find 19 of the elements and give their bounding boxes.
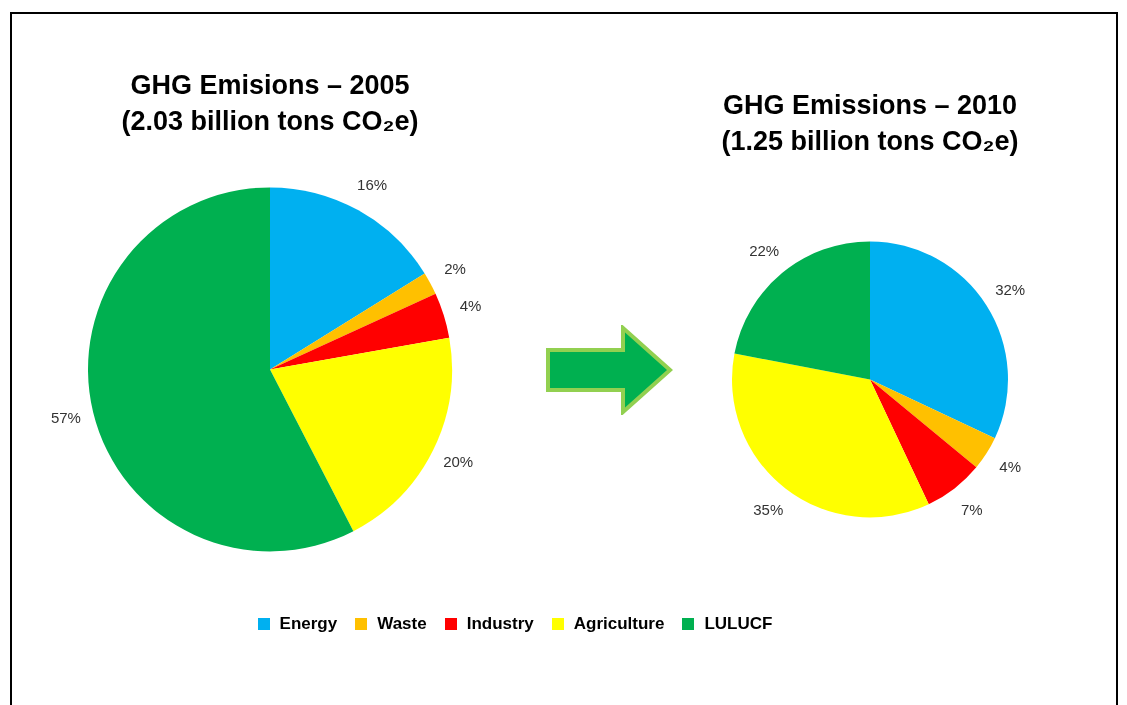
- chart-title: GHG Emissions – 2010: [722, 89, 1018, 120]
- legend-label: Energy: [279, 614, 338, 634]
- legend-label: Waste: [377, 614, 427, 634]
- data-label: 22%: [749, 241, 780, 259]
- legend-label: LULUCF: [704, 614, 773, 634]
- chart-title: GHG Emisions – 2005: [130, 69, 410, 100]
- chart-subtitle: (1.25 billion tons CO₂e): [721, 126, 1019, 157]
- data-label: 4%: [999, 458, 1021, 476]
- data-label: 4%: [459, 297, 482, 315]
- chart-subtitle: (2.03 billion tons CO₂e): [121, 106, 419, 137]
- data-label: 35%: [753, 500, 784, 518]
- data-label: 20%: [443, 452, 474, 470]
- data-label: 7%: [960, 500, 983, 518]
- data-label: 32%: [995, 280, 1026, 298]
- legend-label: Agriculture: [573, 614, 665, 634]
- data-label: 57%: [50, 409, 81, 427]
- legend-label: Industry: [466, 614, 534, 634]
- data-label: 16%: [357, 176, 388, 194]
- data-label: 2%: [444, 260, 466, 278]
